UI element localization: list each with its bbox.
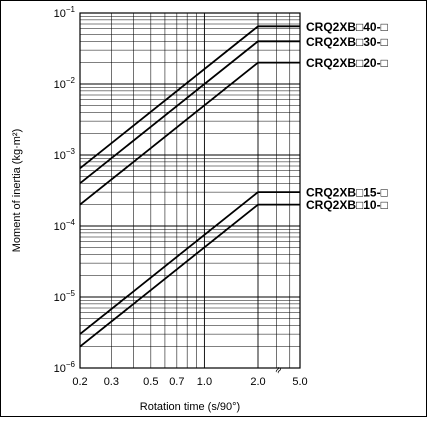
y-tick-label: 10−1 [54, 5, 76, 20]
x-tick-label: 0.2 [72, 376, 87, 388]
series-label: CRQ2XB□30-□ [306, 35, 388, 49]
series-label: CRQ2XB□10-□ [306, 198, 388, 212]
x-tick-label: 2.0 [250, 376, 265, 388]
series-line [79, 25, 300, 170]
y-tick-labels: 10−1 10−2 10−3 10−4 10−5 10−6 [54, 5, 76, 375]
series-label: CRQ2XB□40-□ [306, 20, 388, 34]
series-labels: CRQ2XB□40-□CRQ2XB□30-□ CRQ2XB□20-□ CRQ2XB□… [306, 20, 388, 212]
axis-break-mark: ≈ [272, 365, 285, 376]
series-lines [79, 25, 300, 348]
x-axis-label: Rotation time (s/90°) [140, 401, 240, 413]
grid [80, 13, 300, 368]
x-tick-label: 5.0 [292, 376, 307, 388]
series-line [79, 40, 300, 185]
y-tick-label: 10−5 [54, 289, 76, 304]
x-tick-label: 0.7 [169, 376, 184, 388]
x-tick-label: 0.3 [104, 376, 119, 388]
series-line [79, 203, 300, 348]
y-axis-label: Moment of inertia (kg·m²) [11, 129, 23, 252]
series-label: CRQ2XB□15-□ [306, 186, 388, 200]
x-tick-labels: 0.2 0.3 0.5 0.7 1.0 2.0 5.0 [72, 376, 307, 388]
x-tick-label: 1.0 [197, 376, 212, 388]
series-line [79, 191, 300, 335]
x-tick-label: 0.5 [143, 376, 158, 388]
y-tick-label: 10−3 [54, 147, 76, 162]
y-tick-label: 10−2 [54, 76, 76, 91]
y-tick-label: 10−6 [54, 360, 76, 375]
series-line [79, 61, 300, 206]
plot-area-border [79, 12, 301, 369]
series-label: CRQ2XB□20-□ [306, 56, 388, 70]
y-tick-label: 10−4 [54, 218, 76, 233]
